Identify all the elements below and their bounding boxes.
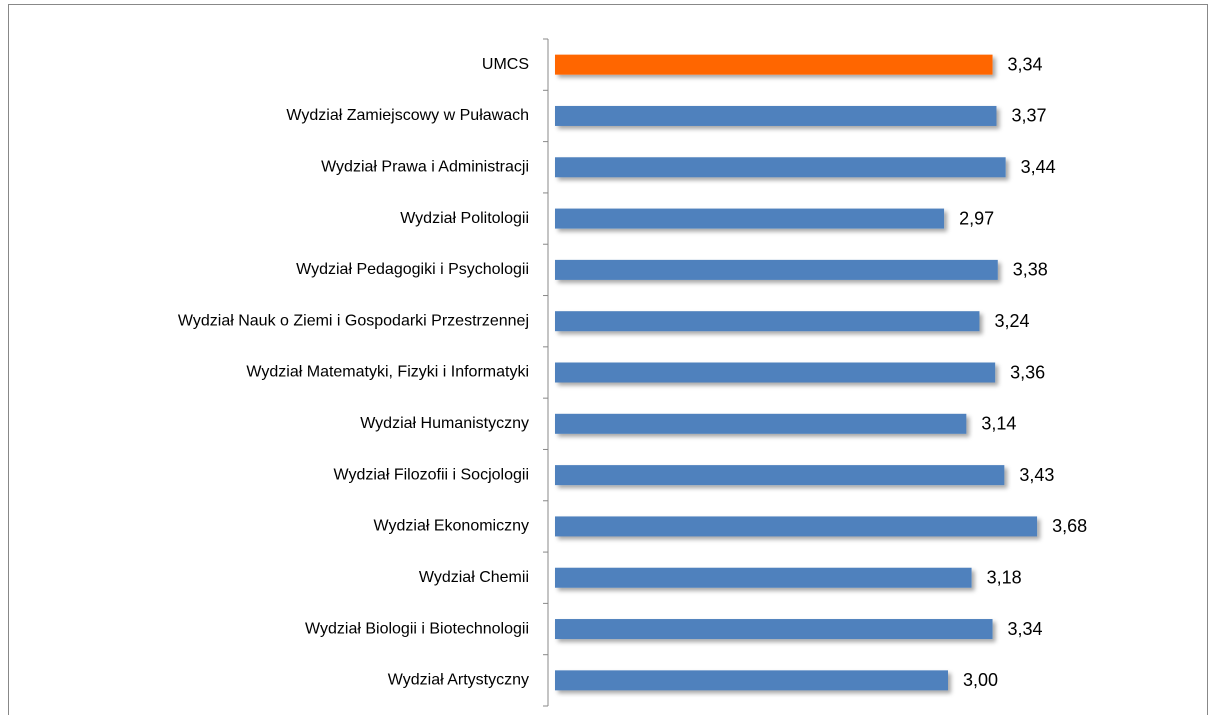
bar: [555, 619, 993, 640]
value-label: 3,38: [1013, 260, 1048, 280]
bar: [555, 259, 998, 280]
value-label: 3,00: [963, 670, 998, 690]
value-label: 3,43: [1019, 465, 1054, 485]
category-label: Wydział Biologii i Biotechnologii: [305, 620, 529, 637]
category-label: Wydział Ekonomiczny: [374, 518, 529, 535]
category-label: Wydział Matematyki, Fizyki i Informatyki: [246, 364, 529, 381]
category-label: Wydział Filozofii i Socjologii: [334, 466, 529, 483]
bar: [555, 208, 945, 229]
value-label: 3,37: [1011, 106, 1046, 126]
category-label: Wydział Nauk o Ziemi i Gospodarki Przest…: [178, 312, 529, 329]
bar: [555, 567, 972, 588]
category-label: UMCS: [482, 56, 529, 73]
bar: [555, 54, 993, 75]
value-label: 3,34: [1008, 619, 1043, 639]
value-label: 3,44: [1021, 157, 1056, 177]
value-label: 3,14: [981, 414, 1016, 434]
value-label: 3,18: [987, 567, 1022, 587]
category-label: Wydział Zamiejscowy w Puławach: [286, 107, 529, 124]
value-label: 2,97: [959, 208, 994, 228]
value-label: 3,36: [1010, 362, 1045, 382]
bar: [555, 362, 996, 383]
category-label: Wydział Humanistyczny: [360, 415, 529, 432]
category-label: Wydział Politologii: [400, 210, 529, 227]
value-label: 3,68: [1052, 516, 1087, 536]
bar: [555, 670, 948, 691]
value-label: 3,24: [994, 311, 1029, 331]
bar: [555, 311, 980, 332]
category-label: Wydział Chemii: [419, 569, 529, 586]
category-label: Wydział Pedagogiki i Psychologii: [296, 261, 529, 278]
bar: [555, 105, 997, 126]
bar: [555, 157, 1006, 178]
bar: [555, 413, 967, 434]
category-label: Wydział Prawa i Administracji: [321, 158, 529, 175]
value-label: 3,34: [1008, 54, 1043, 74]
category-label: Wydział Artystyczny: [388, 672, 529, 689]
bar: [555, 516, 1038, 537]
bar: [555, 465, 1005, 486]
